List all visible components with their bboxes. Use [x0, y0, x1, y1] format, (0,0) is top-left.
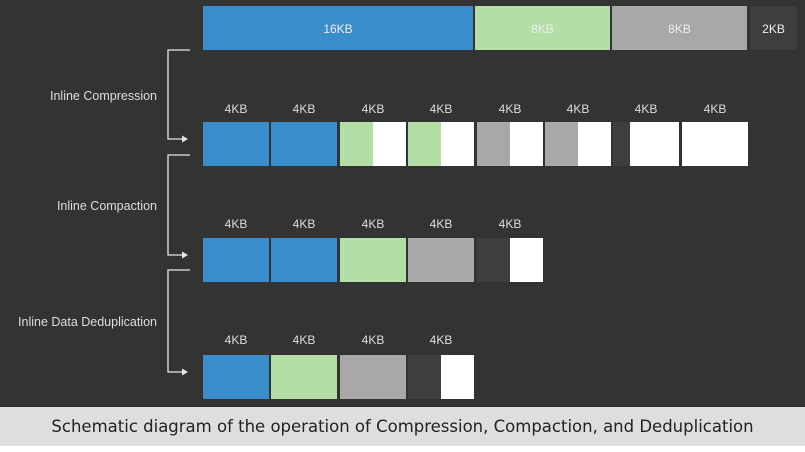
block-used-space	[340, 238, 406, 282]
block-size-label: 4KB	[293, 102, 316, 116]
block-size-label: 4KB	[362, 102, 385, 116]
block-size-label: 4KB	[499, 102, 522, 116]
block-size-label: 4KB	[225, 217, 248, 231]
source-block-4	[750, 6, 797, 50]
block-used-space	[271, 238, 337, 282]
block-used-space	[408, 355, 441, 399]
bracket-connector	[167, 49, 190, 140]
block-size-label: 4KB	[635, 102, 658, 116]
block-size-label: 4KB	[567, 102, 590, 116]
arrow-head-icon	[182, 368, 188, 376]
source-block-label: 16KB	[323, 22, 352, 36]
block-size-label: 4KB	[362, 217, 385, 231]
bracket-connector	[167, 154, 190, 256]
block-used-space	[477, 238, 510, 282]
figure-caption: Schematic diagram of the operation of Co…	[51, 417, 754, 436]
block-size-label: 4KB	[293, 217, 316, 231]
block-size-label: 4KB	[225, 333, 248, 347]
source-block-label: 8KB	[668, 22, 691, 36]
block-size-label: 4KB	[293, 333, 316, 347]
diagram-canvas: 16KB 8KB 8KB 2KB Inline Compression 4KB 4KB 4KB…	[0, 0, 805, 407]
stage-label: Inline Compression	[50, 89, 157, 103]
diagram-svg: 16KB 8KB 8KB 2KB Inline Compression 4KB 4KB 4KB…	[18, 6, 797, 399]
block-used-space	[408, 238, 474, 282]
source-block-label: 8KB	[531, 22, 554, 36]
block-used-space	[545, 122, 578, 166]
block-size-label: 4KB	[225, 102, 248, 116]
block-size-label: 4KB	[430, 102, 453, 116]
block-used-space	[271, 355, 337, 399]
stage-label: Inline Data Deduplication	[18, 315, 157, 329]
block-used-space	[613, 122, 630, 166]
block-used-space	[271, 122, 337, 166]
block-size-label: 4KB	[362, 333, 385, 347]
block-size-label: 4KB	[704, 102, 727, 116]
source-block-3	[612, 6, 747, 50]
block-used-space	[203, 355, 269, 399]
block-used-space	[203, 122, 269, 166]
arrow-head-icon	[182, 135, 188, 143]
block-size-label: 4KB	[430, 333, 453, 347]
block-used-space	[477, 122, 510, 166]
source-block-2	[475, 6, 610, 50]
source-block-label: 2KB	[762, 22, 785, 36]
block-used-space	[340, 122, 373, 166]
source-block-1	[203, 6, 473, 50]
stage-label: Inline Compaction	[57, 199, 157, 213]
block-size-label: 4KB	[499, 217, 522, 231]
block-used-space	[203, 238, 269, 282]
block-size-label: 4KB	[430, 217, 453, 231]
block-free-space	[682, 122, 748, 166]
arrow-head-icon	[182, 251, 188, 259]
block-used-space	[408, 122, 441, 166]
caption-bar: Schematic diagram of the operation of Co…	[0, 407, 805, 446]
bracket-connector	[167, 269, 190, 373]
block-used-space	[340, 355, 406, 399]
